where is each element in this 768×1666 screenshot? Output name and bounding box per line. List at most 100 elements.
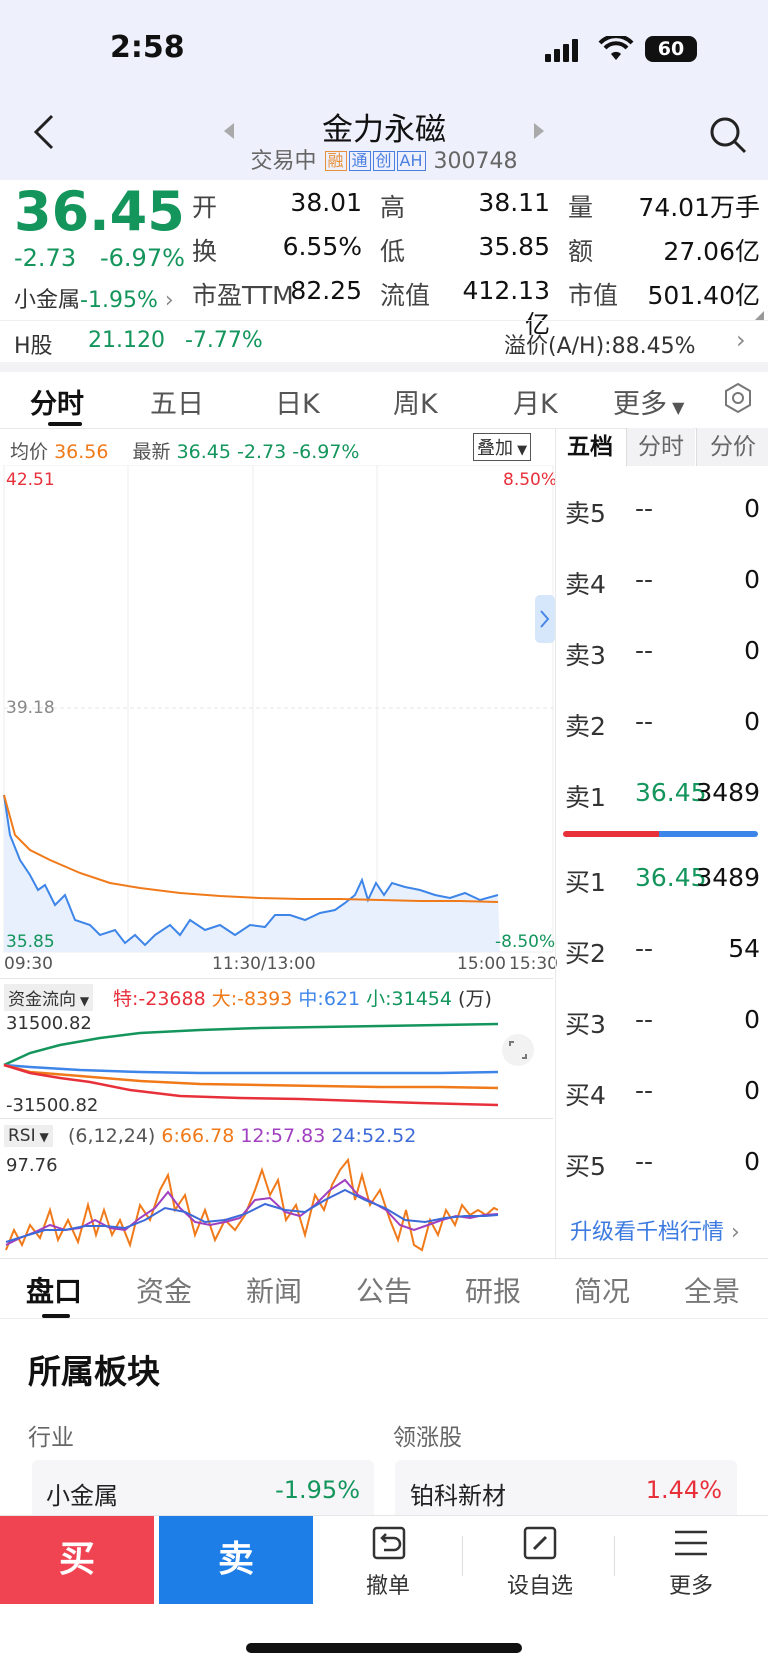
- overlay-button[interactable]: 叠加 ▼: [473, 433, 532, 461]
- trading-status: 交易中: [250, 149, 317, 174]
- ask-row: 卖1 36.45 3489: [565, 778, 760, 812]
- bid-volume: 54: [728, 934, 760, 963]
- pe-value: 82.25: [290, 276, 362, 305]
- bid-volume: 0: [744, 1076, 760, 1105]
- orderbook-tab-ticks[interactable]: 分时: [626, 428, 695, 466]
- tab-5day[interactable]: 五日: [150, 389, 204, 420]
- add-watchlist-label: 设自选: [506, 1574, 573, 1599]
- bid-row: 买3 -- 0: [565, 1005, 760, 1039]
- overlay-button-label: 叠加: [477, 438, 513, 459]
- bid-price: --: [635, 934, 654, 963]
- tab-daily-k[interactable]: 日K: [275, 389, 320, 420]
- ask-price: --: [635, 636, 654, 665]
- tab-intraday[interactable]: 分时: [30, 389, 84, 420]
- capital-flow-label: 资金流向: [8, 990, 76, 1010]
- chevron-right-icon[interactable]: ›: [736, 326, 746, 354]
- status-time: 2:58: [110, 30, 185, 65]
- bid-label: 买5: [565, 1152, 606, 1181]
- tab-weekly-k[interactable]: 周K: [393, 389, 438, 420]
- tab-announcements[interactable]: 公告: [356, 1275, 413, 1308]
- rsi-legend: (6,12,24) 6:66.78 12:57.83 24:52.52: [68, 1125, 416, 1147]
- tab-news[interactable]: 新闻: [246, 1275, 303, 1308]
- price-change: -2.73: [14, 244, 77, 272]
- x-label-after: 15:30: [509, 954, 558, 974]
- chevron-right-icon: ›: [724, 1220, 740, 1245]
- sector-link-name: 小金属: [14, 288, 81, 313]
- expand-corner-icon[interactable]: [754, 306, 764, 325]
- leader-card[interactable]: [395, 1460, 737, 1520]
- buy-ratio-bar: [659, 831, 758, 837]
- upgrade-depth-label: 升级看千档行情: [570, 1220, 725, 1245]
- bid-volume: 0: [744, 1147, 760, 1176]
- industry-pct: -1.95%: [275, 1476, 360, 1504]
- hshare-pct: -7.77%: [185, 328, 263, 353]
- intraday-chart[interactable]: [0, 465, 555, 960]
- fullscreen-icon[interactable]: [503, 1036, 535, 1068]
- avg-label: 均价: [10, 441, 49, 463]
- latest-pct: -6.97%: [292, 441, 360, 463]
- wifi-icon: [598, 34, 634, 66]
- indicator-selector[interactable]: RSI ▼: [4, 1125, 53, 1147]
- hshare-price: 21.120: [88, 328, 165, 353]
- bid-label: 买4: [565, 1081, 606, 1110]
- rsi-12: 12:57.83: [240, 1125, 326, 1147]
- capital-flow-selector[interactable]: 资金流向 ▼: [4, 984, 94, 1011]
- high-value: 38.11: [478, 188, 550, 217]
- capital-small: 小:31454: [366, 988, 452, 1010]
- tab-monthly-k[interactable]: 月K: [513, 389, 558, 420]
- industry-card[interactable]: [32, 1460, 374, 1520]
- back-icon[interactable]: [30, 112, 60, 156]
- amount-value: 27.06亿: [663, 237, 760, 266]
- industry-name: 小金属: [46, 1482, 118, 1510]
- ah-premium: 溢价(A/H):88.45%: [504, 334, 696, 359]
- ask-label: 卖4: [565, 570, 606, 599]
- stock-code: 300748: [433, 149, 518, 174]
- tag-ah: AH: [396, 151, 426, 171]
- chevron-right-icon: ›: [157, 288, 174, 313]
- bid-volume: 0: [744, 1005, 760, 1034]
- capital-bottom-label: -31500.82: [6, 1095, 99, 1116]
- rsi-chart: [5, 1157, 499, 1252]
- orderbook-tab-level5[interactable]: 五档: [567, 434, 613, 460]
- bid-volume: 3489: [696, 863, 760, 892]
- capital-large: 大:-8393: [211, 988, 293, 1010]
- ask-price: --: [635, 707, 654, 736]
- ask-row: 卖5 -- 0: [565, 494, 760, 528]
- tab-more[interactable]: 更多 ▼: [613, 382, 684, 421]
- sell-button[interactable]: 卖: [159, 1516, 313, 1604]
- tab-research[interactable]: 研报: [465, 1275, 522, 1308]
- next-stock-icon[interactable]: [532, 122, 546, 144]
- tab-profile[interactable]: 简况: [574, 1275, 631, 1308]
- tab-capital[interactable]: 资金: [136, 1275, 193, 1308]
- market-cap-label: 市值: [568, 281, 619, 310]
- rsi-24: 24:52.52: [331, 1125, 417, 1147]
- orderbook-tab-price-dist[interactable]: 分价: [696, 428, 768, 466]
- prev-stock-icon[interactable]: [222, 122, 236, 144]
- sector-link[interactable]: 小金属-1.95% ›: [14, 282, 174, 314]
- avg-value: 36.56: [54, 441, 109, 463]
- y-top-label: 42.51: [6, 470, 55, 490]
- volume-label: 量: [568, 193, 594, 222]
- menu-icon: [675, 1530, 707, 1556]
- buy-button[interactable]: 买: [0, 1516, 154, 1604]
- bid-price: --: [635, 1147, 654, 1176]
- ask-row: 卖2 -- 0: [565, 707, 760, 741]
- tab-orderbook[interactable]: 盘口: [26, 1275, 83, 1308]
- price: 36.45: [14, 180, 185, 243]
- latest-change: -2.73: [237, 441, 287, 463]
- tab-panorama[interactable]: 全景: [684, 1275, 741, 1308]
- search-icon[interactable]: [708, 115, 748, 159]
- leader-pct: 1.44%: [645, 1476, 722, 1504]
- bid-row: 买1 36.45 3489: [565, 863, 760, 897]
- settings-icon[interactable]: [722, 382, 754, 418]
- rsi-params: (6,12,24): [68, 1125, 156, 1147]
- hshare-row[interactable]: [0, 320, 768, 363]
- ask-price: --: [635, 565, 654, 594]
- pct-bottom-label: -8.50%: [495, 932, 556, 952]
- leader-name: 铂科新材: [410, 1482, 506, 1510]
- upgrade-depth-link[interactable]: 升级看千档行情 ›: [570, 1214, 740, 1246]
- divider: [0, 362, 768, 372]
- ask-volume: 3489: [696, 778, 760, 807]
- section-title: 所属板块: [28, 1352, 160, 1391]
- tag-gem: 创: [372, 151, 395, 171]
